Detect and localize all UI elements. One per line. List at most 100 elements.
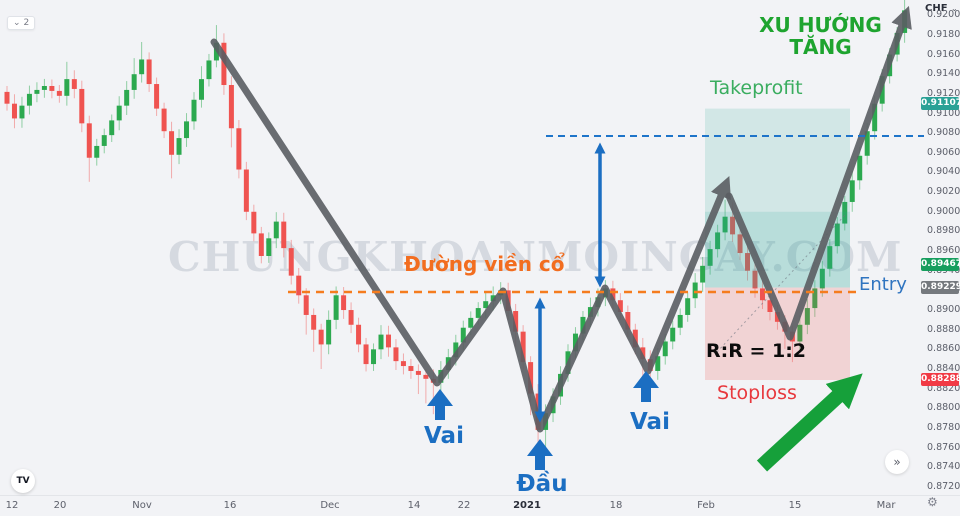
stoploss-label: Stoploss [717, 382, 797, 404]
candle-body [341, 295, 347, 311]
candle-body [11, 103, 17, 119]
time-tick: 20 [53, 500, 67, 511]
pointer-up-arrow-icon [427, 389, 453, 420]
candle-body [311, 314, 317, 330]
position-diagonal-dotted-line [716, 213, 847, 353]
tradingview-logo[interactable]: TV [11, 469, 35, 493]
candle-body [685, 298, 691, 315]
time-tick: 15 [788, 500, 802, 511]
candle-body [333, 295, 339, 320]
candle-body [169, 131, 175, 155]
price-badge: 0.88288 [921, 373, 960, 387]
candle-body [400, 361, 406, 367]
candle-body [415, 370, 421, 375]
pointer-up-arrow-icon [527, 439, 553, 470]
gear-icon: ⚙ [927, 495, 938, 509]
candlestick-chart-canvas[interactable] [0, 0, 960, 495]
candle-body [812, 288, 818, 309]
candle-body [49, 86, 55, 91]
time-tick: Dec [320, 500, 340, 511]
candle-body [146, 59, 152, 85]
symbol-currency-label: CHF [925, 3, 948, 14]
double-chevron-right-icon: » [893, 455, 901, 469]
price-badge: 0.91107 [921, 96, 960, 110]
candle-body [797, 324, 803, 342]
candle-body [363, 344, 369, 365]
candle-body [94, 145, 100, 158]
candle-body [834, 223, 840, 247]
zigzag-breakout-line[interactable] [725, 5, 912, 341]
entry-label: Entry [859, 274, 907, 295]
candle-body [206, 60, 212, 80]
time-axis[interactable]: 12 20 Nov 16 Dec 14 22 2021 18 Feb 15 Mar [0, 495, 960, 516]
pointer-up-arrow-icon [633, 371, 659, 402]
candle-body [288, 248, 294, 276]
candle-body [19, 105, 25, 119]
candle-body [184, 121, 190, 139]
candle-body [423, 374, 429, 379]
candle-body [827, 246, 833, 269]
candle-body [273, 221, 279, 239]
time-tick: 16 [223, 500, 237, 511]
candle-body [752, 270, 758, 289]
price-badge: 0.89229 [921, 281, 960, 295]
candle-body [221, 42, 227, 86]
neckline-label: Đường viền cổ [404, 252, 565, 276]
candle-body [804, 308, 810, 325]
candle-body [819, 268, 825, 289]
candle-body [116, 105, 122, 121]
candle-body [251, 211, 257, 234]
candle-body [453, 342, 459, 358]
price-badge: 0.89467 [921, 257, 960, 271]
candle-body [767, 300, 773, 313]
candle-body [236, 128, 242, 170]
candle-body [722, 216, 728, 233]
candle-body [161, 108, 167, 132]
candle-body [692, 282, 698, 299]
candle-body [872, 103, 878, 132]
axis-settings-gear-icon[interactable]: ⚙ [927, 495, 938, 509]
candle-body [677, 314, 683, 328]
interval-button[interactable]: ⌄ 2 [7, 16, 36, 30]
time-tick: Mar [876, 500, 896, 511]
profit-zone-overlay [705, 211, 850, 288]
candle-body [124, 89, 130, 106]
candle-body [849, 180, 855, 202]
time-tick: 2021 [513, 500, 541, 511]
zigzag-pattern-line[interactable] [210, 38, 732, 433]
time-tick: 12 [5, 500, 19, 511]
candle-body [198, 79, 204, 100]
candle-body [79, 88, 85, 124]
candle-body [281, 221, 287, 249]
candle-body [528, 362, 534, 394]
candle-body [266, 238, 272, 256]
candle-body [378, 334, 384, 350]
candle-body [483, 301, 489, 309]
candle-body [468, 317, 474, 328]
interval-value: 2 [23, 18, 30, 28]
time-tick: Nov [132, 500, 152, 511]
candle-body [490, 295, 496, 302]
candle-body [41, 86, 47, 90]
candle-body [632, 329, 638, 348]
candle-body [154, 84, 160, 109]
uptrend-label: XU HƯỚNG TĂNG [733, 14, 908, 59]
time-tick: 18 [609, 500, 623, 511]
uptrend-label-line1: XU HƯỚNG [759, 13, 882, 37]
candle-body [460, 327, 466, 343]
scroll-right-button[interactable]: » [885, 450, 909, 474]
candle-body [774, 312, 780, 322]
symbol-currency-button[interactable]: CHF ⌄ [925, 3, 958, 14]
